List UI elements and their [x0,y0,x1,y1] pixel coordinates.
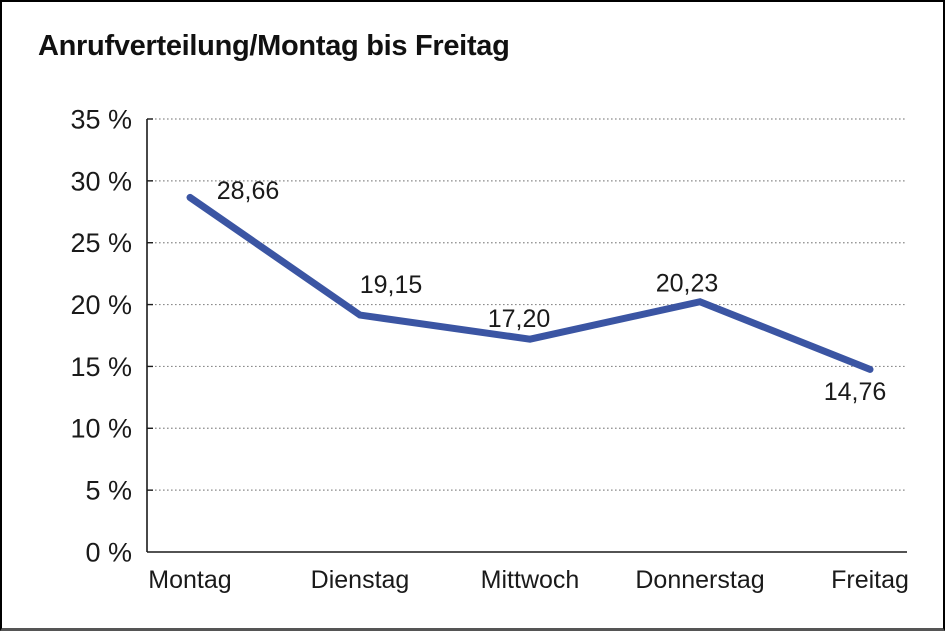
data-series-line [186,193,874,373]
y-tick-label: 5 % [85,476,132,506]
y-tick-label: 35 % [70,104,132,134]
y-tick-label: 25 % [70,228,132,258]
y-tick-label: 15 % [70,352,132,382]
y-tick-label: 0 % [85,537,132,567]
data-point-label: 19,15 [360,271,423,299]
y-tick-label: 20 % [70,290,132,320]
data-point-label: 14,76 [824,378,887,406]
chart-title: Anrufverteilung/Montag bis Freitag [38,30,510,62]
y-tick-label: 30 % [70,166,132,196]
data-point-label: 20,23 [656,269,719,297]
x-category-label: Freitag [831,566,909,594]
data-point-label: 28,66 [217,177,280,205]
x-category-label: Dienstag [311,566,410,594]
x-category-label: Montag [148,566,231,594]
x-category-label: Donnerstag [635,566,764,594]
data-point-label: 17,20 [488,305,551,333]
y-tick-label: 10 % [70,414,132,444]
x-category-label: Mittwoch [481,566,580,594]
